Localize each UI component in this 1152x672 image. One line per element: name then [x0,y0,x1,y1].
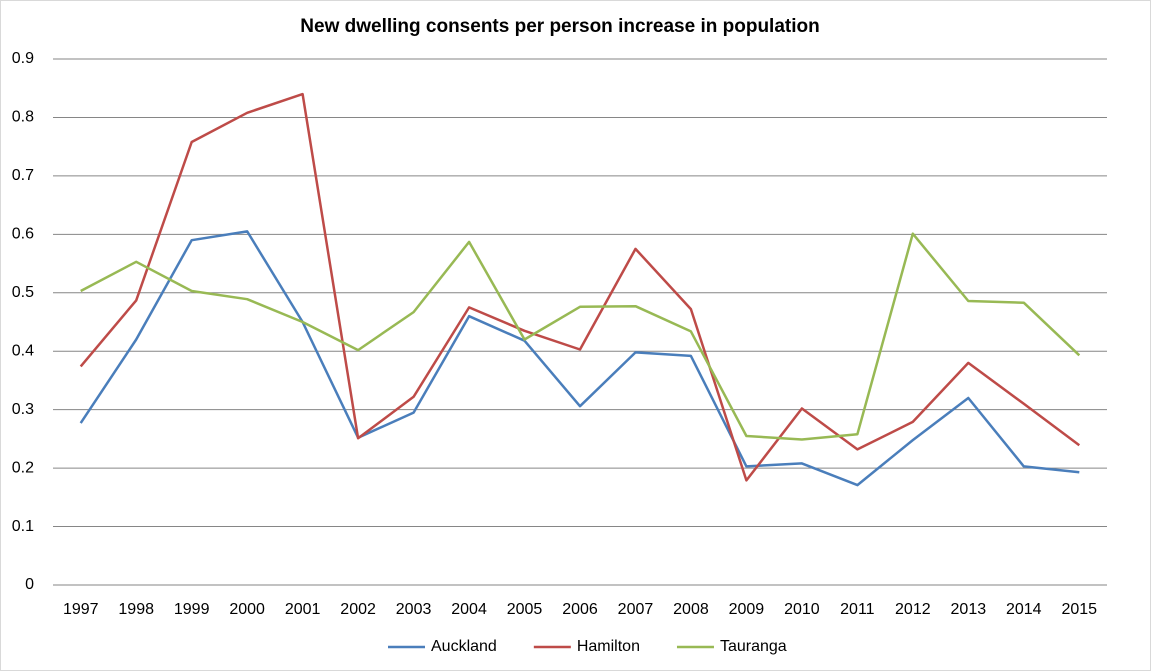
y-tick-label: 0.8 [12,109,34,126]
x-tick-label: 1997 [63,601,99,618]
x-tick-label: 2012 [895,601,931,618]
legend-label: Tauranga [720,638,787,655]
chart-title: New dwelling consents per person increas… [300,16,819,37]
x-tick-label: 2008 [673,601,709,618]
y-tick-label: 0 [25,576,34,593]
y-tick-label: 0.5 [12,284,34,301]
x-tick-label: 2009 [729,601,765,618]
x-tick-label: 2006 [562,601,598,618]
x-tick-label: 2014 [1006,601,1042,618]
data-line [79,230,1080,487]
x-tick-label: 2013 [951,601,987,618]
x-tick-label: 1998 [118,601,154,618]
data-line [79,92,1081,482]
x-tick-label: 2001 [285,601,321,618]
y-tick-label: 0.7 [12,167,34,184]
x-tick-label: 2011 [840,601,875,618]
x-tick-label: 2003 [396,601,432,618]
x-tick-label: 2000 [229,601,265,618]
legend-label: Auckland [431,638,497,655]
x-tick-label: 2004 [451,601,487,618]
x-tick-label: 2010 [784,601,820,618]
x-tick-label: 1999 [174,601,210,618]
y-tick-label: 0.6 [12,226,34,243]
y-tick-label: 0.9 [12,50,34,67]
y-tick-label: 0.3 [12,401,34,418]
x-tick-label: 2007 [618,601,654,618]
y-tick-label: 0.1 [12,518,34,535]
x-tick-label: 2005 [507,601,543,618]
data-line [80,232,1081,441]
x-tick-label: 2002 [340,601,376,618]
legend-label: Hamilton [577,638,640,655]
y-tick-label: 0.4 [12,342,34,359]
x-tick-label: 2015 [1061,601,1097,618]
y-tick-label: 0.2 [12,459,34,476]
